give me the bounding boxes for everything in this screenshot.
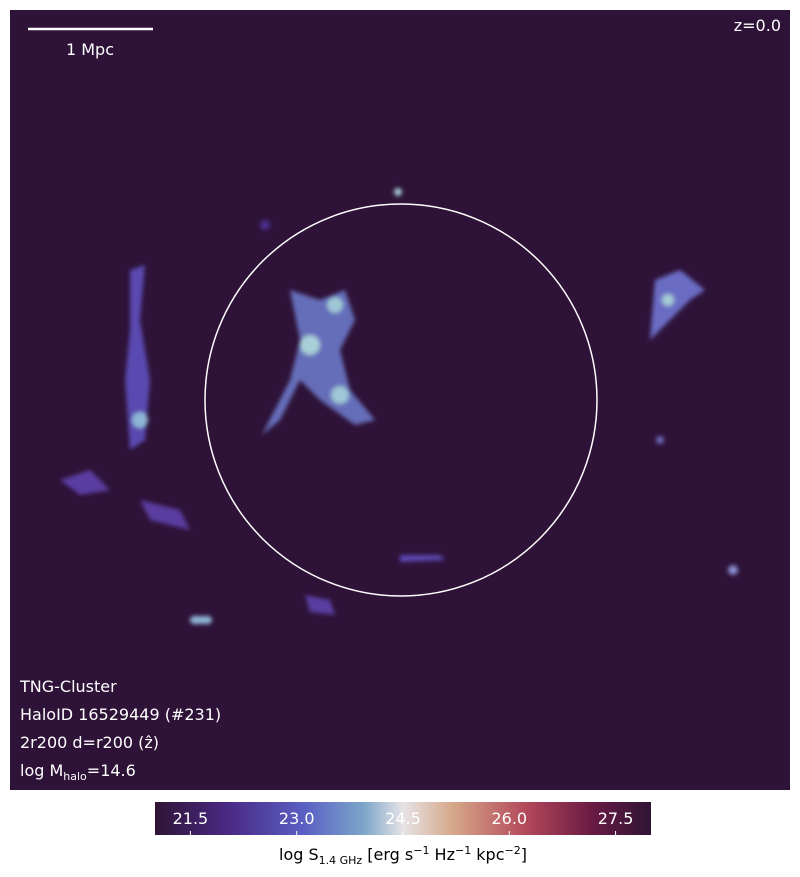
cl-e: ] [521,845,527,864]
simulation: TNG-Cluster [19,677,117,696]
colorbar-ticks: 21.5 23.0 24.5 26.0 27.5 [173,809,634,835]
cl-sub: 1.4 GHz [319,854,363,867]
cl-d: kpc [471,845,504,864]
emission-blobs [60,188,738,624]
cl-s1: −1 [413,844,429,857]
colorbar-tick-label: 23.0 [279,809,315,828]
cl-c: Hz [429,845,455,864]
colorbar-tick-label: 27.5 [598,809,634,828]
colorbar-label: log S1.4 GHz [erg s−1 Hz−1 kpc−2] [279,844,527,867]
cl-b: [erg s [362,845,413,864]
mass-suffix: =14.6 [87,761,136,780]
colorbar-tick-label: 26.0 [491,809,527,828]
colorbar-tick-label: 21.5 [173,809,209,828]
cl-s3: −2 [505,844,521,857]
mass-prefix: log M [20,761,63,780]
cl-a: log S [279,845,319,864]
colorbar [155,802,651,835]
cl-s2: −1 [455,844,471,857]
r200-circle [204,203,598,597]
projection: 2r200 d=r200 (ẑ) [20,733,159,752]
scale-label: 1 Mpc [66,40,114,59]
colorbar-tick-label: 24.5 [385,809,421,828]
mass-sub: halo [63,770,87,783]
redshift: z=0.0 [734,16,781,35]
halo-mass: log Mhalo=14.6 [20,761,136,783]
halo-id: HaloID 16529449 (#231) [20,705,221,724]
